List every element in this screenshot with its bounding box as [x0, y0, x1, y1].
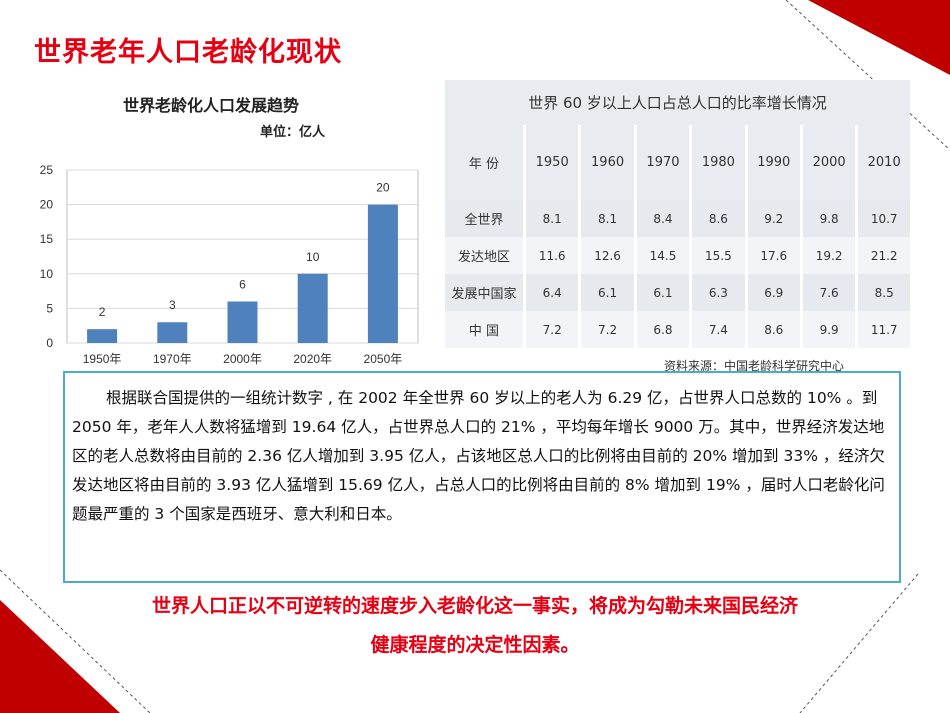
table-cell: 8.5: [855, 274, 910, 311]
table-cell: 7.2: [522, 311, 580, 348]
table-cell: 9.2: [744, 200, 802, 237]
x-tick-label: 1970年: [153, 352, 192, 366]
dashed-line-top-right: [785, 0, 950, 151]
table-header-year: 1960: [578, 125, 636, 200]
table-cell: 9.8: [799, 200, 857, 237]
dashed-line-bottom-right: [799, 573, 919, 713]
table-header-label: 年 份: [445, 125, 525, 200]
table-row-label: 全世界: [445, 200, 525, 237]
y-tick-label: 10: [40, 267, 54, 281]
table-cell: 8.4: [633, 200, 691, 237]
x-tick-label: 1950年: [83, 352, 122, 366]
table-cell: 7.2: [578, 311, 636, 348]
table-cell: 11.7: [855, 311, 910, 348]
bar: [227, 301, 258, 343]
data-label: 2: [99, 305, 106, 319]
table-cell: 6.3: [689, 274, 747, 311]
table-cell: 11.6: [522, 237, 580, 274]
table-cell: 7.6: [799, 274, 857, 311]
statistics-paragraph: 根据联合国提供的一组统计数字 , 在 2002 年全世界 60 岁以上的老人为 …: [72, 389, 885, 523]
y-tick-label: 25: [40, 163, 54, 177]
x-tick-label: 2000年: [223, 352, 262, 366]
data-label: 10: [306, 250, 320, 264]
table-cell: 10.7: [855, 200, 910, 237]
bar: [87, 329, 118, 343]
table-row: 中 国 7.2 7.2 6.8 7.4 8.6 9.9 11.7: [445, 311, 910, 348]
table-cell: 9.9: [799, 311, 857, 348]
table-cell: 6.4: [522, 274, 580, 311]
table-header-year: 2010: [855, 125, 910, 200]
table-header-row: 年 份 1950 1960 1970 1980 1990 2000 2010: [445, 125, 910, 200]
table-cell: 8.6: [744, 311, 802, 348]
table-source: 资料来源：中国老龄科学研究中心: [664, 359, 845, 373]
table-header-year: 1980: [689, 125, 747, 200]
corner-triangle-bottom-left: [0, 600, 120, 713]
dashed-line-bottom-left: [0, 569, 151, 713]
corner-triangle-top-right: [808, 0, 950, 75]
bar-chart: 25 20 15 10 5 0 2 1950年 3 1970年 6 2000年 10 2020年 20 205…: [40, 163, 419, 366]
table-header-year: 1990: [744, 125, 802, 200]
table-cell: 15.5: [689, 237, 747, 274]
table-cell: 6.1: [578, 274, 636, 311]
x-tick-label: 2050年: [364, 352, 403, 366]
y-tick-label: 15: [40, 232, 54, 246]
table-row: 发达地区 11.6 12.6 14.5 15.5 17.6 19.2 21.2: [445, 237, 910, 274]
table-cell: 12.6: [578, 237, 636, 274]
table-cell: 8.1: [578, 200, 636, 237]
y-tick-label: 5: [46, 301, 53, 315]
y-tick-label: 0: [46, 336, 53, 350]
bar: [297, 273, 328, 343]
chart-unit: 单位：亿人: [260, 125, 326, 140]
conclusion-line-1: 世界人口正以不可逆转的速度步入老龄化这一事实，将成为勾勒未来国民经济: [151, 595, 798, 617]
data-label: 3: [169, 298, 176, 312]
table-cell: 8.1: [522, 200, 580, 237]
table-cell: 6.1: [633, 274, 691, 311]
table-cell: 17.6: [744, 237, 802, 274]
x-tick-label: 2020年: [293, 352, 332, 366]
table-cell: 14.5: [633, 237, 691, 274]
table-row-label: 发达地区: [445, 237, 525, 274]
table-row-label: 发展中国家: [445, 274, 525, 311]
table-header-year: 1970: [633, 125, 691, 200]
table-header-year: 1950: [522, 125, 580, 200]
bar: [367, 204, 398, 343]
table-cell: 21.2: [855, 237, 910, 274]
conclusion-line-2: 健康程度的决定性因素。: [370, 634, 580, 656]
table-row-label: 中 国: [445, 311, 525, 348]
text-box: [63, 371, 901, 583]
bar: [157, 322, 188, 343]
table-cell: 8.6: [689, 200, 747, 237]
table-cell: 19.2: [799, 237, 857, 274]
table-cell: 6.8: [633, 311, 691, 348]
ratio-table: 世界 60 岁以上人口占总人口的比率增长情况 年 份 1950 1960 197…: [445, 80, 910, 348]
page-title: 世界老年人口老龄化现状: [34, 37, 342, 68]
chart-title: 世界老龄化人口发展趋势: [123, 96, 300, 115]
table-row: 全世界 8.1 8.1 8.4 8.6 9.2 9.8 10.7: [445, 200, 910, 237]
data-label: 6: [239, 277, 246, 291]
table-caption: 世界 60 岁以上人口占总人口的比率增长情况: [445, 80, 910, 125]
table-cell: 7.4: [689, 311, 747, 348]
data-label: 20: [376, 181, 390, 195]
table-row: 发展中国家 6.4 6.1 6.1 6.3 6.9 7.6 8.5: [445, 274, 910, 311]
table-header-year: 2000: [799, 125, 857, 200]
y-tick-label: 20: [40, 198, 54, 212]
table-cell: 6.9: [744, 274, 802, 311]
